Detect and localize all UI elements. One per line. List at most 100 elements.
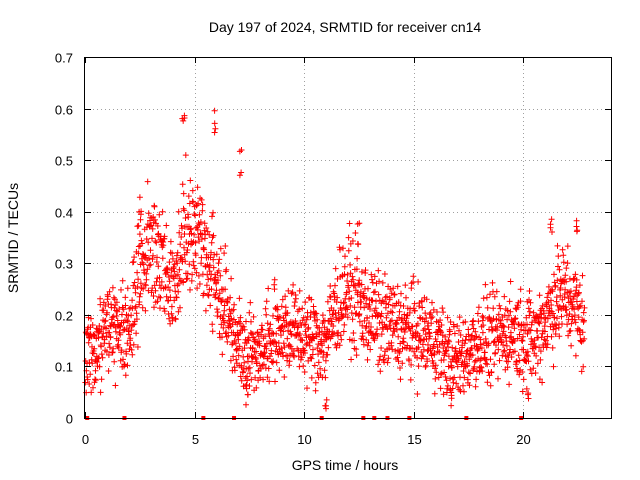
data-point [112,382,119,389]
data-point [208,239,215,246]
data-point [190,262,197,269]
data-point [457,332,464,338]
data-point [497,317,504,324]
data-point [350,330,357,336]
data-point [442,333,449,340]
data-point [120,306,127,313]
data-point [325,344,332,351]
data-point [118,347,125,354]
data-point [169,250,176,257]
data-point [451,374,458,381]
data-point [130,341,137,348]
data-point [531,343,538,350]
data-point [302,350,308,356]
data-point [492,349,499,356]
data-point [536,320,543,327]
data-point [579,329,586,336]
data-point [154,298,161,305]
data-point [219,297,226,303]
data-point [344,314,351,321]
data-point [563,306,570,313]
data-point [504,364,511,371]
data-point [556,266,563,273]
data-point [291,299,298,306]
data-point [137,211,144,218]
data-point [445,344,452,350]
data-point [266,353,273,360]
data-point [461,374,468,381]
data-point [124,317,130,324]
data-point [113,313,120,319]
data-point [500,342,507,348]
data-point [353,346,360,353]
data-point [248,330,255,337]
data-point [200,290,207,297]
data-point [145,287,152,294]
data-point [147,247,154,254]
data-point [465,331,472,338]
data-point [563,265,570,272]
data-point [555,253,562,260]
data-point [471,358,478,365]
data-point [356,311,363,317]
data-point [389,309,396,316]
data-point [341,299,347,306]
data-point [437,385,444,392]
data-point [120,327,127,334]
data-point [565,332,572,339]
data-point [291,353,298,360]
data-point [151,203,158,210]
data-point [148,289,155,296]
data-point [545,283,552,290]
data-point [184,270,191,277]
data-point [383,293,390,300]
data-point [544,294,551,301]
data-point [440,391,447,398]
x-tick-label: 5 [192,432,199,447]
data-point [344,306,351,313]
data-point [527,299,534,306]
data-point [342,253,348,260]
data-point [163,222,170,229]
axis-ticks [85,57,611,419]
data-point [202,307,209,314]
data-point [231,301,238,308]
data-point [282,304,289,311]
data-point [150,293,157,299]
data-point [442,373,449,380]
data-point [136,299,143,305]
data-point [419,304,426,311]
data-point [217,272,224,279]
data-point [354,221,361,227]
data-point [434,309,440,315]
data-point [461,340,468,347]
data-point [122,294,129,301]
data-point [134,283,141,290]
data-point [456,327,462,334]
data-point [448,364,455,371]
data-point [536,292,543,299]
data-point [129,297,136,304]
data-point [496,302,503,309]
data-point [480,322,487,329]
data-point [221,319,228,326]
data-point [247,370,253,377]
data-point [524,391,531,398]
data-point [573,217,580,224]
data-point [324,298,331,305]
data-point [448,402,455,409]
data-point [269,329,276,336]
data-point [158,278,165,285]
data-point [306,342,313,349]
data-point [482,281,489,288]
data-point [542,337,549,344]
data-point [436,349,443,356]
data-point [198,196,205,203]
y-tick-label: 0.6 [55,103,73,118]
data-point [484,379,491,386]
data-point [543,344,550,351]
data-point [466,382,473,389]
data-point [173,252,180,259]
data-point [264,374,271,381]
data-point [194,285,201,292]
